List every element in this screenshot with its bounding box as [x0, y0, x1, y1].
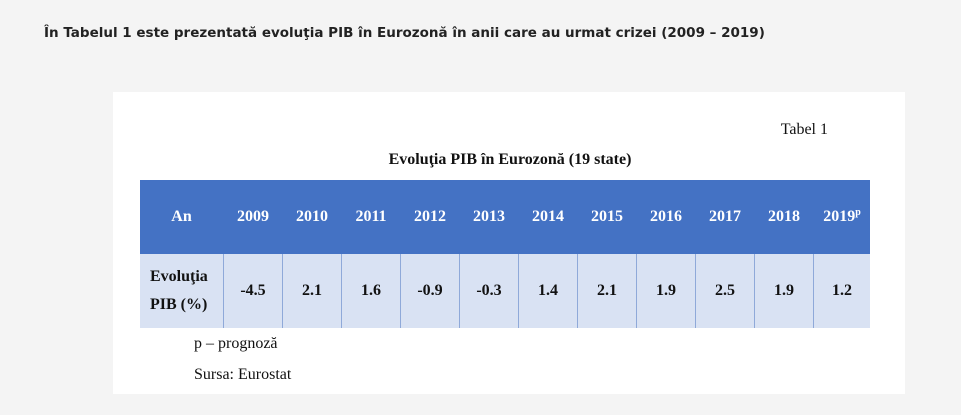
- year-2019: 2019: [823, 208, 856, 225]
- header-cell-2017: 2017: [695, 180, 755, 254]
- header-cell-2011: 2011: [341, 180, 401, 254]
- value-cell-2011: 1.6: [341, 254, 401, 328]
- table-data-row: Evoluţia PIB (%) -4.5 2.1 1.6 -0.9 -0.3 1…: [140, 254, 870, 328]
- value-cell-2009: -4.5: [223, 254, 283, 328]
- row-label-line2: PIB (%): [150, 296, 208, 313]
- header-cell-2019: 2019p: [813, 180, 870, 254]
- header-cell-year-label: An: [140, 180, 224, 254]
- value-cell-2014: 1.4: [518, 254, 578, 328]
- gdp-table: An 2009 2010 2011 2012 2013 2014 2015 20…: [140, 180, 870, 328]
- document-image: Tabel 1 Evoluţia PIB în Eurozonă (19 sta…: [113, 92, 905, 394]
- intro-heading: În Tabelul 1 este prezentată evoluţia PI…: [44, 25, 765, 41]
- value-cell-2016: 1.9: [636, 254, 696, 328]
- header-cell-2016: 2016: [636, 180, 696, 254]
- header-cell-2010: 2010: [282, 180, 342, 254]
- header-cell-2015: 2015: [577, 180, 637, 254]
- value-cell-2013: -0.3: [459, 254, 519, 328]
- header-cell-2012: 2012: [400, 180, 460, 254]
- value-cell-2010: 2.1: [282, 254, 342, 328]
- header-cell-2009: 2009: [223, 180, 283, 254]
- value-cell-2019: 1.2: [813, 254, 870, 328]
- value-cell-2015: 2.1: [577, 254, 637, 328]
- value-cell-2012: -0.9: [400, 254, 460, 328]
- value-cell-2017: 2.5: [695, 254, 755, 328]
- row-label-line1: Evoluţia: [150, 268, 208, 285]
- row-label-cell: Evoluţia PIB (%): [140, 254, 224, 328]
- source-note: Sursa: Eurostat: [194, 366, 292, 383]
- table-caption: Tabel 1: [780, 121, 828, 138]
- table-title: Evoluţia PIB în Eurozonă (19 state): [388, 151, 632, 168]
- value-cell-2018: 1.9: [754, 254, 814, 328]
- header-cell-2013: 2013: [459, 180, 519, 254]
- forecast-marker: p: [855, 207, 861, 218]
- forecast-legend-note: p – prognoză: [194, 335, 278, 352]
- table-header-row: An 2009 2010 2011 2012 2013 2014 2015 20…: [140, 180, 870, 254]
- header-cell-2014: 2014: [518, 180, 578, 254]
- header-cell-2018: 2018: [754, 180, 814, 254]
